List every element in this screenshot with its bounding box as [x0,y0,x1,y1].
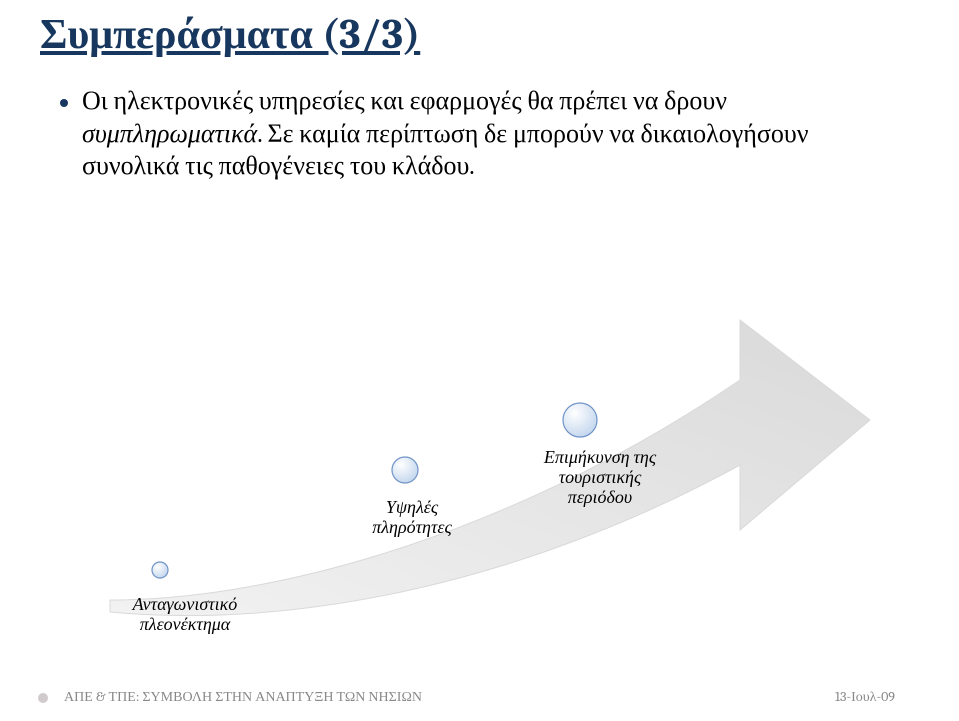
node-label-3: Επιμήκυνση της τουριστικής περιόδου [520,448,680,507]
arrow-path [110,320,870,616]
node-label-2-line1: Υψηλές [386,497,438,518]
bullet-text: Οι ηλεκτρονικές υπηρεσίες και εφαρμογές … [82,85,909,183]
node-ball-3 [562,402,598,438]
node-label-1: Ανταγωνιστικό πλεονέκτημα [105,595,265,635]
node-label-2: Υψηλές πληρότητες [352,498,472,538]
node-label-1-line1: Ανταγωνιστικό [133,594,238,615]
slide-title: Συμπεράσματα (3/3) [40,10,420,59]
node-label-3-line1: Επιμήκυνση της [544,447,656,468]
footer-left-text: ΑΠΕ & ΤΠΕ: ΣΥΜΒΟΛΗ ΣΤΗΝ ΑΝΑΠΤΥΞΗ ΤΩΝ ΝΗΣ… [64,688,422,706]
node-label-3-line3: περιόδου [568,487,632,508]
node-label-2-line2: πληρότητες [372,517,452,538]
slide: Συμπεράσματα (3/3) Οι ηλεκτρονικές υπηρε… [0,0,959,721]
node-ball-2 [391,456,419,484]
node-label-1-line2: πλεονέκτημα [140,614,230,635]
bullet-item: Οι ηλεκτρονικές υπηρεσίες και εφαρμογές … [60,85,909,183]
text-run-1: Οι ηλεκτρονικές υπηρεσίες και εφαρμογές … [82,86,727,116]
node-ball-1 [151,561,169,579]
node-label-3-line2: τουριστικής [559,467,642,488]
bullet-dot-icon [60,99,68,107]
footer-dot-icon [38,693,48,703]
text-run-2-italic: συμπληρωματικά [82,119,257,149]
footer-right-text: 13-Ιουλ-09 [835,688,895,706]
swoosh-arrow [100,300,860,630]
